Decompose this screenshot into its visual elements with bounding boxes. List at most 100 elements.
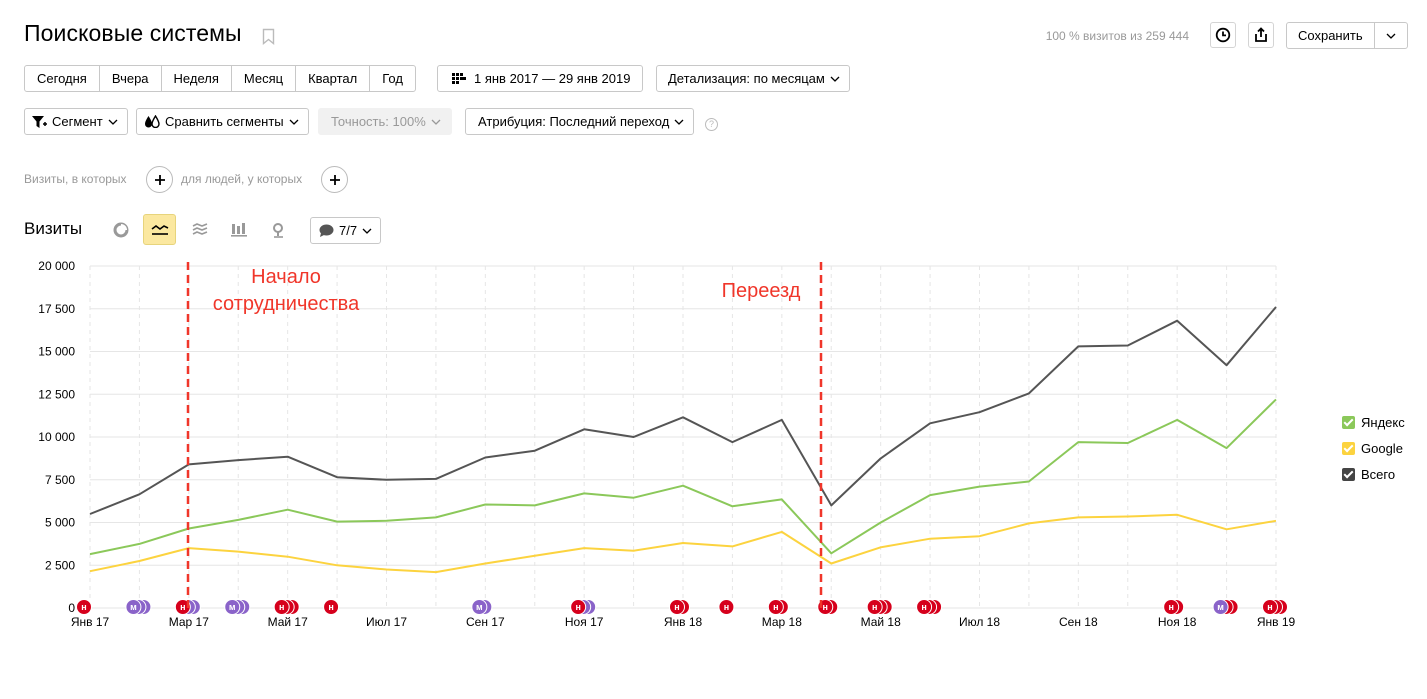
clock-icon [1215,27,1231,43]
legend-label: Google [1361,441,1403,456]
map-pin-icon [272,222,283,238]
svg-text:н: н [180,602,185,612]
period-selector: Сегодня Вчера Неделя Месяц Квартал Год [24,65,416,92]
note-marker-n: н [570,599,587,615]
y-tick-label: 12 500 [38,387,75,401]
bar-chart-type-button[interactable] [222,214,255,245]
share-icon [1255,27,1267,42]
x-tick-label: Мар 18 [762,615,802,629]
note-marker-n: н [273,599,290,615]
checkbox-checked-icon [1342,468,1355,481]
bookmark-icon[interactable] [262,28,275,45]
svg-text:н: н [773,602,778,612]
x-tick-label: Сен 18 [1059,615,1098,629]
visits-filter-label: Визиты, в которых [24,172,127,186]
x-tick-label: Сен 17 [466,615,505,629]
legend-item-google[interactable]: Google [1342,441,1403,456]
svg-text:н: н [823,602,828,612]
note-marker-m: м [125,599,142,615]
line-chart-icon [151,224,168,235]
export-button[interactable] [1248,22,1274,48]
notes-dropdown[interactable]: 7/7 [310,217,382,244]
x-tick-label: Янв 19 [1257,615,1296,629]
checkbox-checked-icon [1342,442,1355,455]
help-icon[interactable]: ? [705,118,718,131]
period-year[interactable]: Год [382,71,403,86]
accuracy-label: Точность: 100% [331,114,426,129]
note-marker-n: н [1262,599,1278,615]
line-chart-type-button[interactable] [143,214,176,245]
save-menu-button[interactable] [1375,23,1407,48]
annotation-label: Начало [251,266,321,288]
period-quarter[interactable]: Квартал [296,66,371,91]
legend-item-total[interactable]: Всего [1342,467,1395,482]
y-tick-label: 2 500 [45,558,75,572]
date-range-text: 1 янв 2017 — 29 янв 2019 [474,71,631,86]
chart-title: Визиты [24,219,83,238]
svg-text:м: м [229,602,236,612]
note-marker-n: н [323,599,340,615]
add-visit-condition-button[interactable] [146,166,173,193]
x-tick-label: Янв 17 [71,615,110,629]
compare-icon [145,115,160,128]
chevron-down-icon [830,76,840,82]
svg-text:н: н [921,602,926,612]
x-tick-label: Июл 18 [959,615,1000,629]
map-chart-type-button[interactable] [261,214,294,245]
notes-count: 7/7 [339,223,358,238]
detail-label: Детализация: по месяцам [668,71,825,86]
svg-text:м: м [130,602,137,612]
people-filter-label: для людей, у которых [181,172,303,186]
svg-text:н: н [872,602,877,612]
series-line-yandex [89,398,1277,556]
detail-dropdown[interactable]: Детализация: по месяцам [656,65,850,92]
y-tick-label: 20 000 [38,259,75,273]
calendar-icon [452,72,466,84]
legend-item-yandex[interactable]: Яндекс [1342,415,1405,430]
y-tick-label: 17 500 [38,302,75,316]
chevron-down-icon [108,119,118,125]
segment-dropdown[interactable]: Сегмент [24,108,128,135]
y-tick-label: 5 000 [45,516,75,530]
area-chart-icon [192,222,207,235]
legend-label: Всего [1361,467,1396,482]
plus-icon [154,174,165,185]
save-button-group: Сохранить [1286,22,1408,49]
date-range-picker[interactable]: 1 янв 2017 — 29 янв 2019 [437,65,644,92]
y-tick-label: 10 000 [38,430,75,444]
save-button[interactable]: Сохранить [1287,23,1375,48]
svg-text:н: н [1267,602,1272,612]
x-tick-label: Янв 18 [664,615,703,629]
chevron-down-icon [674,119,684,125]
compare-label: Сравнить сегменты [165,114,284,129]
attribution-label: Атрибуция: Последний переход [478,114,670,129]
period-month[interactable]: Месяц [232,66,297,91]
x-tick-label: Мар 17 [169,615,209,629]
period-yesterday[interactable]: Вчера [100,66,162,91]
attribution-dropdown[interactable]: Атрибуция: Последний переход [465,108,695,135]
chevron-down-icon [289,119,299,125]
svg-text:м: м [476,602,483,612]
period-today[interactable]: Сегодня [25,66,100,91]
svg-text:н: н [279,602,284,612]
svg-text:н: н [328,602,333,612]
history-button[interactable] [1210,22,1236,48]
add-people-condition-button[interactable] [321,166,348,193]
accuracy-dropdown[interactable]: Точность: 100% [318,108,452,135]
x-tick-label: Ноя 18 [1158,615,1197,629]
svg-text:м: м [1217,602,1224,612]
x-tick-label: Ноя 17 [565,615,604,629]
period-week[interactable]: Неделя [162,66,232,91]
note-marker-n: н [76,599,92,615]
annotation-label: Переезд [722,280,801,302]
area-chart-type-button[interactable] [183,214,216,245]
segment-label: Сегмент [52,114,103,129]
y-tick-label: 7 500 [45,473,75,487]
pie-chart-type-button[interactable] [104,214,137,245]
page-title: Поисковые системы [24,20,242,46]
comment-icon [319,224,334,237]
compare-segments-dropdown[interactable]: Сравнить сегменты [136,108,309,135]
svg-text:н: н [674,602,679,612]
y-tick-label: 0 [68,601,75,615]
